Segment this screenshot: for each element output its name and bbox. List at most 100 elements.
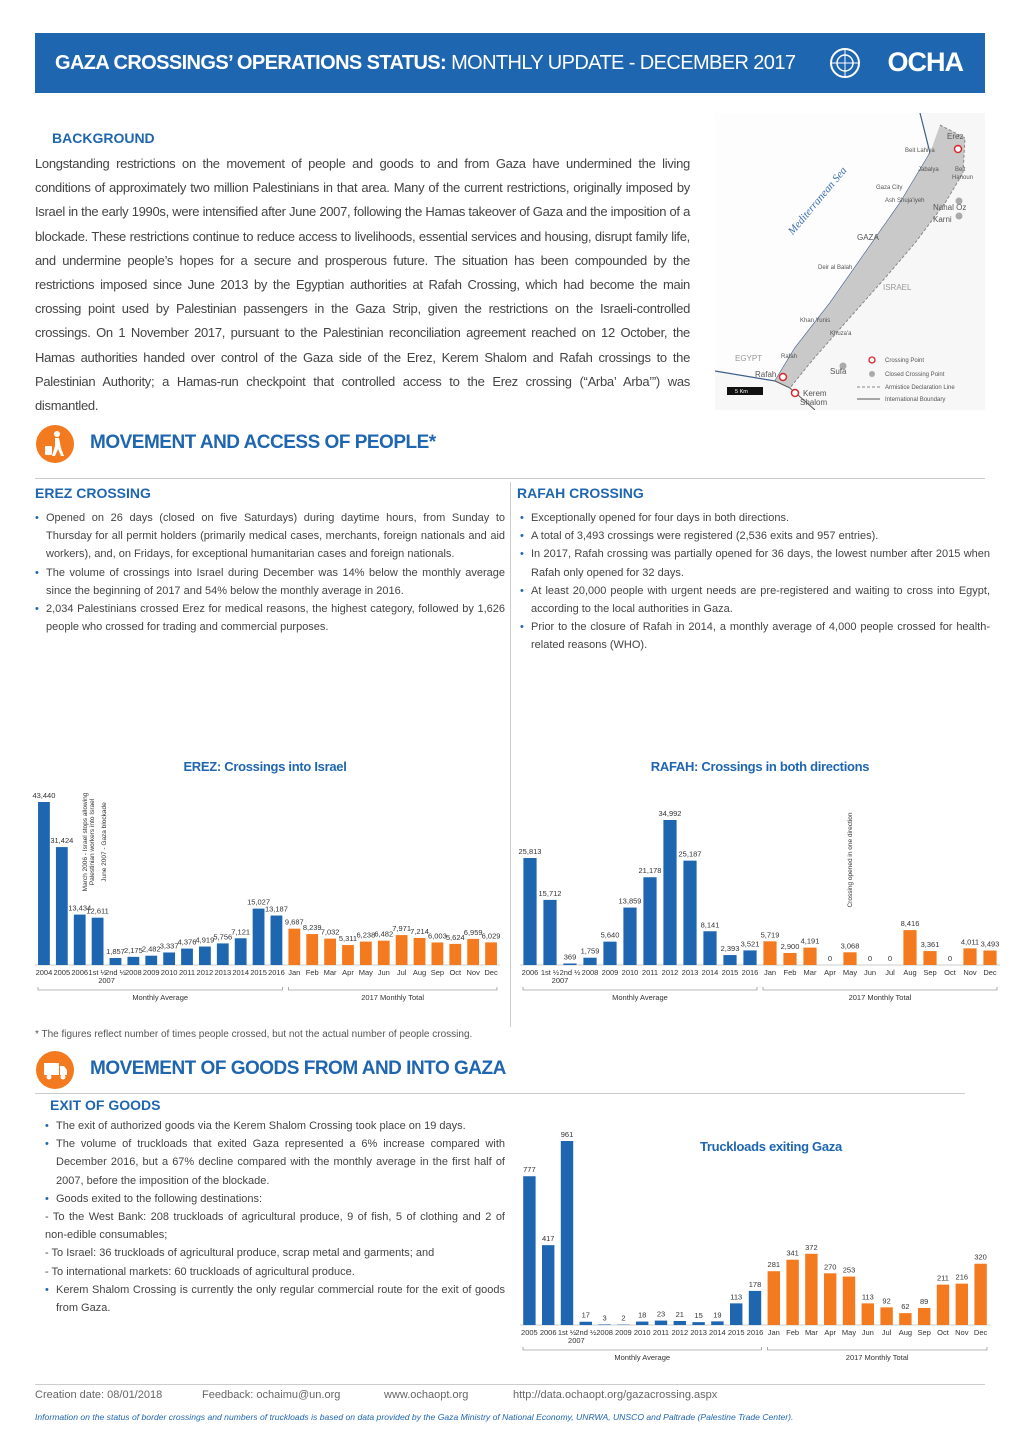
bar [842, 1276, 856, 1325]
value-label: 2,175 [124, 946, 143, 955]
map-label: Beit [955, 167, 966, 173]
value-label: 2,900 [781, 942, 800, 951]
bar [635, 1321, 649, 1325]
divider [35, 1384, 985, 1385]
bar [234, 938, 247, 965]
x-tick-label: 2015 [722, 968, 739, 977]
annotation: Crossing opened in one direction [847, 812, 854, 907]
map: Erez Beit Lahiya Jabalya Beit Hanoun Med… [715, 113, 985, 410]
divider [35, 478, 985, 479]
x-sublabel: 2007 [552, 976, 569, 985]
bar [880, 1307, 893, 1325]
value-label: 15,027 [247, 898, 270, 907]
legend-label: Monthly Average [614, 1353, 670, 1362]
x-tick-label: Jul [397, 968, 407, 977]
group-bracket [522, 987, 758, 991]
x-tick-label: 2011 [653, 1328, 669, 1337]
bullet: A total of 3,493 crossings were register… [520, 527, 990, 545]
x-tick-label: 2012 [662, 968, 679, 977]
bar [803, 947, 817, 965]
background-title: BACKGROUND [52, 130, 155, 146]
x-tick-label: 2010 [161, 968, 178, 977]
bullet: Kerem Shalom Crossing is currently the o… [45, 1281, 505, 1317]
map-label: Sufa [830, 367, 847, 376]
x-tick-label: Nov [467, 968, 481, 977]
value-label: 211 [937, 1274, 949, 1283]
bar [623, 907, 637, 965]
logo: OCHA [887, 47, 964, 77]
x-tick-label: Aug [899, 1328, 912, 1337]
value-label: 6,238 [356, 931, 375, 940]
value-label: 5,311 [339, 934, 357, 943]
value-label: 417 [542, 1234, 555, 1243]
value-label: 320 [974, 1253, 987, 1262]
x-tick-label: 2006 [540, 1328, 557, 1337]
scale-bar [727, 387, 763, 395]
x-tick-label: Oct [449, 968, 462, 977]
x-tick-label: 2005 [521, 1328, 538, 1337]
bar [579, 1321, 593, 1325]
group-bracket [762, 987, 998, 991]
chart-title: Truckloads exiting Gaza [700, 1139, 842, 1154]
x-tick-label: 2013 [214, 968, 231, 977]
bullet: The volume of truckloads that exited Gaz… [45, 1135, 505, 1190]
x-tick-label: Aug [413, 968, 426, 977]
subsection-title: EREZ CROSSING [35, 485, 151, 501]
bar [917, 1307, 931, 1325]
subsection-title: RAFAH CROSSING [517, 485, 644, 501]
value-label: 8,141 [701, 920, 720, 929]
x-tick-label: 2016 [747, 1328, 764, 1337]
x-tick-label: Apr [342, 968, 354, 977]
value-label: 2,393 [721, 944, 740, 953]
footnote: * The figures reflect number of times pe… [35, 1029, 473, 1040]
rafah-list: Exceptionally opened for four days in bo… [520, 509, 990, 655]
data-url: http://data.ochaopt.org/gazacrossing.asp… [513, 1389, 718, 1401]
header-title: GAZA CROSSINGS’ OPERATIONS STATUS: MONTH… [55, 52, 796, 75]
truck-chart: 2005 2006 1st ½ 2nd ½ 2008 2009 2010 2011 2012 20… [520, 1130, 990, 1362]
x-tick-label: Feb [306, 968, 319, 977]
feedback: Feedback: ochaimu@un.org [202, 1389, 341, 1401]
x-tick-label: Sep [918, 1328, 931, 1337]
value-label: 21 [676, 1310, 684, 1319]
value-label: 15 [694, 1311, 702, 1320]
bar [359, 941, 372, 965]
map-legend: International Boundary [885, 397, 945, 403]
bar [786, 1259, 799, 1325]
x-tick-label: 2006 [522, 968, 539, 977]
bar [181, 948, 193, 965]
x-tick-label: Mar [805, 1328, 818, 1337]
bullet: Prior to the closure of Rafah in 2014, a… [520, 618, 990, 654]
rafah-chart: 2006 1st ½ 2nd ½ 2008 2009 2010 2011 2012 2013 20… [519, 809, 1000, 1002]
x-tick-label: Mar [804, 968, 817, 977]
x-tick-label: 2008 [125, 968, 142, 977]
value-label: 372 [805, 1243, 818, 1252]
x-tick-label: Feb [786, 1328, 799, 1337]
value-label: 12,611 [86, 907, 108, 916]
background-text: Longstanding restrictions on the movemen… [35, 156, 690, 414]
header-title-bold: GAZA CROSSINGS’ OPERATIONS STATUS: [55, 52, 447, 74]
value-label: 13,859 [619, 897, 642, 906]
bar [485, 942, 497, 965]
truck-icon [36, 1051, 74, 1089]
x-tick-label: 2010 [622, 968, 639, 977]
map-label: Kerem [803, 389, 827, 398]
map-label: Rafah [755, 370, 776, 379]
header-bar: GAZA CROSSINGS’ OPERATIONS STATUS: MONTH… [35, 33, 985, 93]
value-label: 19 [713, 1310, 721, 1319]
x-tick-label: Jan [768, 1328, 780, 1337]
bar [395, 935, 408, 965]
x-tick-label: May [359, 968, 373, 977]
x-tick-label: Aug [903, 968, 916, 977]
bullet: Goods exited to the following destinatio… [45, 1190, 505, 1208]
group-bracket [767, 1347, 988, 1351]
map-label: Rafah [781, 354, 797, 360]
x-tick-label: 2nd ½ [575, 1328, 597, 1337]
x-tick-label: Jun [862, 1328, 874, 1337]
bar [541, 1245, 555, 1325]
x-tick-label: 1st ½ [541, 968, 560, 977]
value-label: 3,068 [841, 941, 860, 950]
annotation: March 2006 - Israel stops allowing [82, 792, 89, 891]
x-tick-label: Nov [955, 1328, 969, 1337]
x-sublabel: 2007 [568, 1336, 585, 1345]
